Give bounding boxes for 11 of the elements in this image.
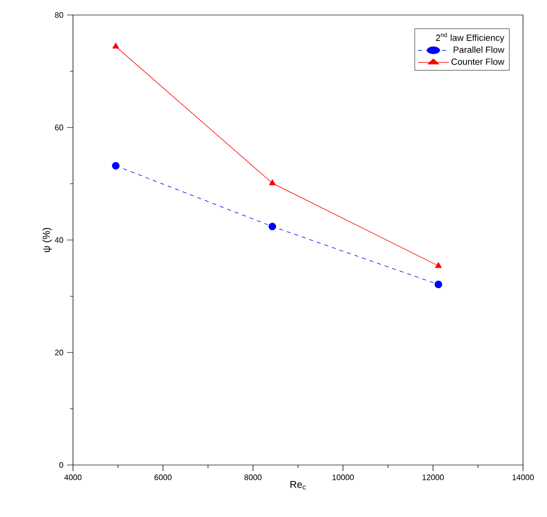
legend-title: 2$^{nd}$ law Efficiency bbox=[436, 32, 504, 43]
point bbox=[269, 179, 276, 186]
point bbox=[112, 162, 120, 170]
x-axis-title: Re$_{c}$ bbox=[290, 481, 306, 490]
legend-label: Parallel Flow bbox=[454, 46, 504, 53]
y-axis-title: ψ (%) bbox=[42, 228, 52, 252]
point bbox=[268, 222, 276, 230]
legend-label: Counter Flow bbox=[451, 58, 504, 65]
point bbox=[434, 280, 442, 288]
point bbox=[112, 42, 120, 49]
point bbox=[435, 262, 442, 268]
